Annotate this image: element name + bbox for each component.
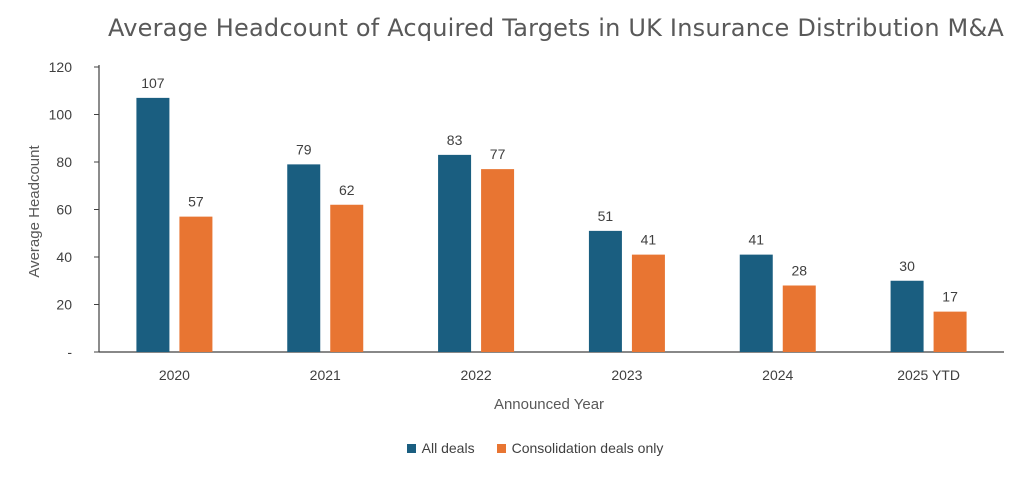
bar [330,204,364,352]
data-label: 62 [339,182,355,198]
x-tick-label: 2024 [762,367,793,383]
bar [136,97,170,352]
bar [481,169,515,352]
data-label: 77 [490,146,506,162]
legend-swatch [406,443,416,453]
bar [631,254,665,352]
bar [782,285,816,352]
data-label: 51 [598,208,614,224]
data-label: 41 [748,232,764,248]
data-label: 57 [188,194,204,210]
x-tick-label: 2025 YTD [897,367,960,383]
bar [179,216,213,352]
legend: All deals Consolidation deals only [0,440,1024,456]
legend-label: All deals [421,440,475,456]
y-tick-label: 60 [56,202,72,218]
data-label: 41 [641,232,657,248]
legend-label: Consolidation deals only [511,440,664,456]
data-label: 28 [791,263,807,279]
data-label: 79 [296,141,312,157]
y-tick-label: 80 [56,154,72,170]
chart-title: Average Headcount of Acquired Targets in… [108,14,1004,42]
data-label: 17 [942,289,958,305]
data-label: 83 [447,132,463,148]
x-tick-label: 2021 [310,367,341,383]
x-tick-label: 2023 [611,367,642,383]
y-axis-title: Average Headcount [26,145,43,278]
y-tick-label: 120 [49,59,73,75]
legend-swatch [496,443,506,453]
bar [438,154,472,352]
data-label: 30 [899,258,915,274]
y-tick-label: 20 [56,297,72,313]
bar [739,254,773,352]
bar [933,311,967,352]
y-tick-label: - [67,344,72,360]
x-tick-label: 2022 [461,367,492,383]
legend-item: All deals [406,440,475,456]
bar [588,230,622,352]
y-tick-label: 100 [49,107,73,123]
data-label: 107 [141,75,165,91]
x-axis-title: Announced Year [494,396,604,413]
bar [890,280,924,352]
y-tick-label: 40 [56,249,72,265]
x-tick-label: 2020 [159,367,190,383]
legend-item: Consolidation deals only [496,440,664,456]
bar [287,164,321,352]
